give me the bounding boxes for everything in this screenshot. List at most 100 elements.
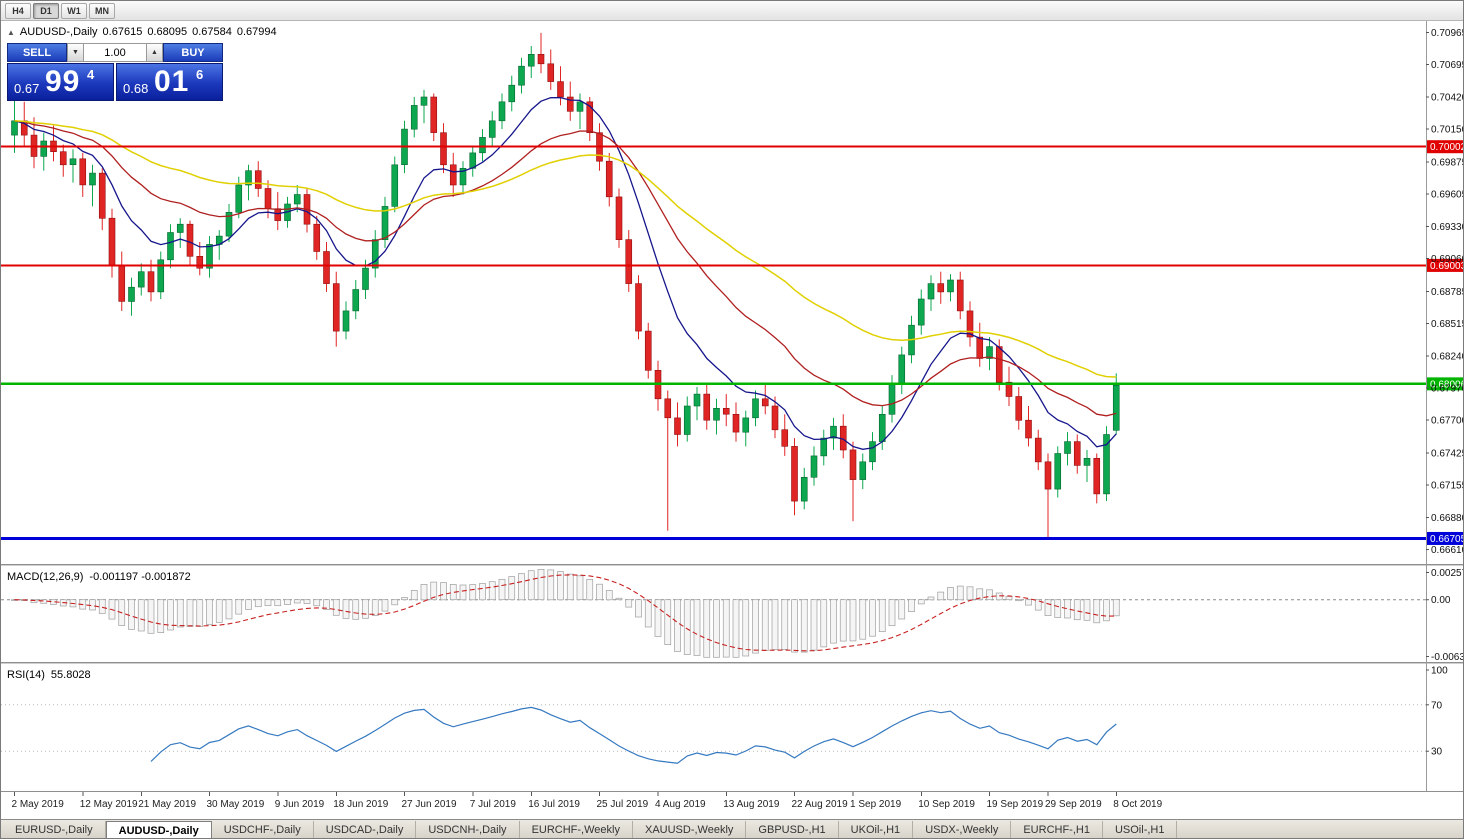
buy-price-display[interactable]: 0.68 01 6 [116, 63, 223, 101]
chart-title: ▲ AUDUSD-,Daily 0.67615 0.68095 0.67584 … [7, 26, 277, 38]
chart-tabbar: EURUSD-,Daily AUDUSD-,Daily USDCHF-,Daily U… [1, 819, 1463, 838]
chart-tab-usdcnh-daily[interactable]: USDCNH-,Daily [416, 821, 520, 838]
ma-mid-line [14, 120, 1117, 417]
buy-button[interactable]: BUY [163, 43, 223, 62]
chart-tab-audusd-daily[interactable]: AUDUSD-,Daily [105, 821, 212, 838]
chart-tab-usoil-h1[interactable]: USOil-,H1 [1103, 821, 1178, 838]
svg-text:25 Jul 2019: 25 Jul 2019 [597, 799, 649, 810]
chart-region: 0.70002 0.69003 0.68006 0.66705 0.70965 0.706… [1, 21, 1464, 819]
ohlc-low-value: 0.67584 [192, 26, 232, 38]
timeframe-button-d1[interactable]: D1 [33, 2, 59, 19]
level-price-badge [1427, 377, 1463, 391]
chart-tab-usdcad-daily[interactable]: USDCAD-,Daily [314, 821, 417, 838]
timeframe-button-mn[interactable]: MN [89, 2, 115, 19]
svg-text:0.67700: 0.67700 [1431, 416, 1464, 427]
chart-tab-xauusd-weekly[interactable]: XAUUSD-,Weekly [633, 821, 747, 838]
svg-text:13 Aug 2019: 13 Aug 2019 [723, 799, 780, 810]
svg-text:10 Sep 2019: 10 Sep 2019 [918, 799, 975, 810]
svg-text:0.68006: 0.68006 [1430, 379, 1464, 390]
svg-text:0.66880: 0.66880 [1431, 513, 1464, 524]
chart-tab-eurchf-h1[interactable]: EURCHF-,H1 [1011, 821, 1103, 838]
svg-text:0.69330: 0.69330 [1431, 222, 1464, 233]
timeframe-button-h4[interactable]: H4 [5, 2, 31, 19]
sell-price-display[interactable]: 0.67 99 4 [7, 63, 114, 101]
rsi-name: RSI(14) [7, 669, 45, 681]
volume-input[interactable] [84, 43, 146, 62]
panel-dividers[interactable] [1, 21, 1464, 792]
level-price-badge [1427, 140, 1463, 154]
svg-text:21 May 2019: 21 May 2019 [138, 799, 196, 810]
svg-text:12 May 2019: 12 May 2019 [80, 799, 138, 810]
chart-tab-eurusd-daily[interactable]: EURUSD-,Daily [3, 821, 106, 838]
buy-price-big: 01 [154, 65, 190, 98]
svg-text:100: 100 [1431, 666, 1448, 677]
svg-text:18 Jun 2019: 18 Jun 2019 [333, 799, 388, 810]
ohlc-close-value: 0.67994 [236, 26, 277, 38]
svg-text:0.67155: 0.67155 [1431, 480, 1464, 491]
svg-text:0.67425: 0.67425 [1431, 448, 1464, 459]
rsi-indicator-label: RSI(14) 55.8028 [7, 669, 91, 681]
up-arrow-icon: ▲ [151, 49, 158, 56]
ma-slow-line [14, 120, 1117, 378]
volume-increase-button[interactable]: ▲ [146, 43, 163, 62]
svg-text:0.69605: 0.69605 [1431, 189, 1464, 200]
svg-text:0.68785: 0.68785 [1431, 287, 1464, 298]
timeframe-toolbar: H4 D1 W1 MN [1, 1, 1463, 21]
sell-button[interactable]: SELL [7, 43, 67, 62]
level-lines-layer: 0.70002 0.69003 0.68006 0.66705 [1, 140, 1464, 545]
svg-text:27 Jun 2019: 27 Jun 2019 [402, 799, 457, 810]
collapse-panel-icon[interactable]: ▲ [7, 27, 15, 37]
chart-tab-ukoil-h1[interactable]: UKOil-,H1 [839, 821, 914, 838]
chart-tab-gbpusd-h1[interactable]: GBPUSD-,H1 [746, 821, 839, 838]
volume-decrease-button[interactable]: ▼ [67, 43, 84, 62]
ma-fast-line [14, 96, 1117, 450]
buy-price-pip: 6 [196, 67, 204, 82]
ohlc-open-value: 0.67615 [102, 26, 143, 38]
chart-canvas[interactable]: 0.70002 0.69003 0.68006 0.66705 0.70965 0.706… [1, 21, 1464, 819]
chart-tab-usdx-weekly[interactable]: USDX-,Weekly [913, 821, 1012, 838]
svg-text:4 Aug 2019: 4 Aug 2019 [655, 799, 706, 810]
svg-text:0.66610: 0.66610 [1431, 545, 1464, 556]
rsi-value: 55.8028 [50, 669, 91, 681]
svg-text:-0.006326: -0.006326 [1431, 652, 1464, 663]
one-click-trading-panel: SELL ▼ ▲ BUY 0.67 99 4 0.68 01 6 [7, 43, 223, 101]
macd-layer: 0.002574 0.00 -0.006326 [1, 568, 1464, 663]
svg-text:16 Jul 2019: 16 Jul 2019 [528, 799, 580, 810]
macd-indicator-label: MACD(12,26,9) -0.001197 -0.001872 [7, 571, 191, 583]
svg-text:0.66705: 0.66705 [1430, 534, 1464, 545]
svg-text:0.68240: 0.68240 [1431, 352, 1464, 363]
svg-text:19 Sep 2019: 19 Sep 2019 [987, 799, 1044, 810]
svg-text:0.00: 0.00 [1431, 595, 1451, 606]
svg-text:0.70002: 0.70002 [1430, 142, 1464, 153]
sell-price-pip: 4 [87, 67, 95, 82]
sell-price-prefix: 0.67 [14, 81, 40, 96]
sell-price-big: 99 [45, 65, 81, 98]
level-price-badge [1427, 258, 1463, 272]
svg-text:29 Sep 2019: 29 Sep 2019 [1045, 799, 1102, 810]
price-axis[interactable]: 0.70965 0.70695 0.70420 0.70150 0.69875 0.696… [1426, 28, 1464, 556]
svg-text:22 Aug 2019: 22 Aug 2019 [792, 799, 849, 810]
svg-text:0.70965: 0.70965 [1431, 28, 1464, 39]
symbol-period-label: AUDUSD-,Daily [19, 26, 98, 38]
svg-text:70: 70 [1431, 700, 1443, 711]
buy-price-prefix: 0.68 [123, 81, 149, 96]
svg-text:30 May 2019: 30 May 2019 [207, 799, 265, 810]
svg-text:7 Jul 2019: 7 Jul 2019 [470, 799, 517, 810]
date-axis[interactable]: 2 May 2019 12 May 2019 21 May 2019 30 May 2… [12, 792, 1163, 810]
timeframe-button-w1[interactable]: W1 [61, 2, 87, 19]
rsi-line [150, 706, 1117, 764]
macd-signal-line [14, 574, 1117, 652]
svg-text:0.69875: 0.69875 [1431, 157, 1464, 168]
rsi-layer: 100 70 30 [1, 666, 1448, 764]
level-price-badge [1427, 531, 1463, 545]
svg-text:0.69060: 0.69060 [1431, 254, 1464, 265]
svg-text:0.70150: 0.70150 [1431, 125, 1464, 136]
macd-name: MACD(12,26,9) [7, 571, 84, 583]
chart-tab-eurchf-weekly[interactable]: EURCHF-,Weekly [520, 821, 633, 838]
candles-layer [11, 32, 1120, 539]
svg-text:0.68515: 0.68515 [1431, 319, 1464, 330]
chart-tab-usdchf-daily[interactable]: USDCHF-,Daily [212, 821, 314, 838]
svg-text:9 Jun 2019: 9 Jun 2019 [275, 799, 325, 810]
svg-text:0.67970: 0.67970 [1431, 384, 1464, 395]
ohlc-high-value: 0.68095 [147, 26, 188, 38]
